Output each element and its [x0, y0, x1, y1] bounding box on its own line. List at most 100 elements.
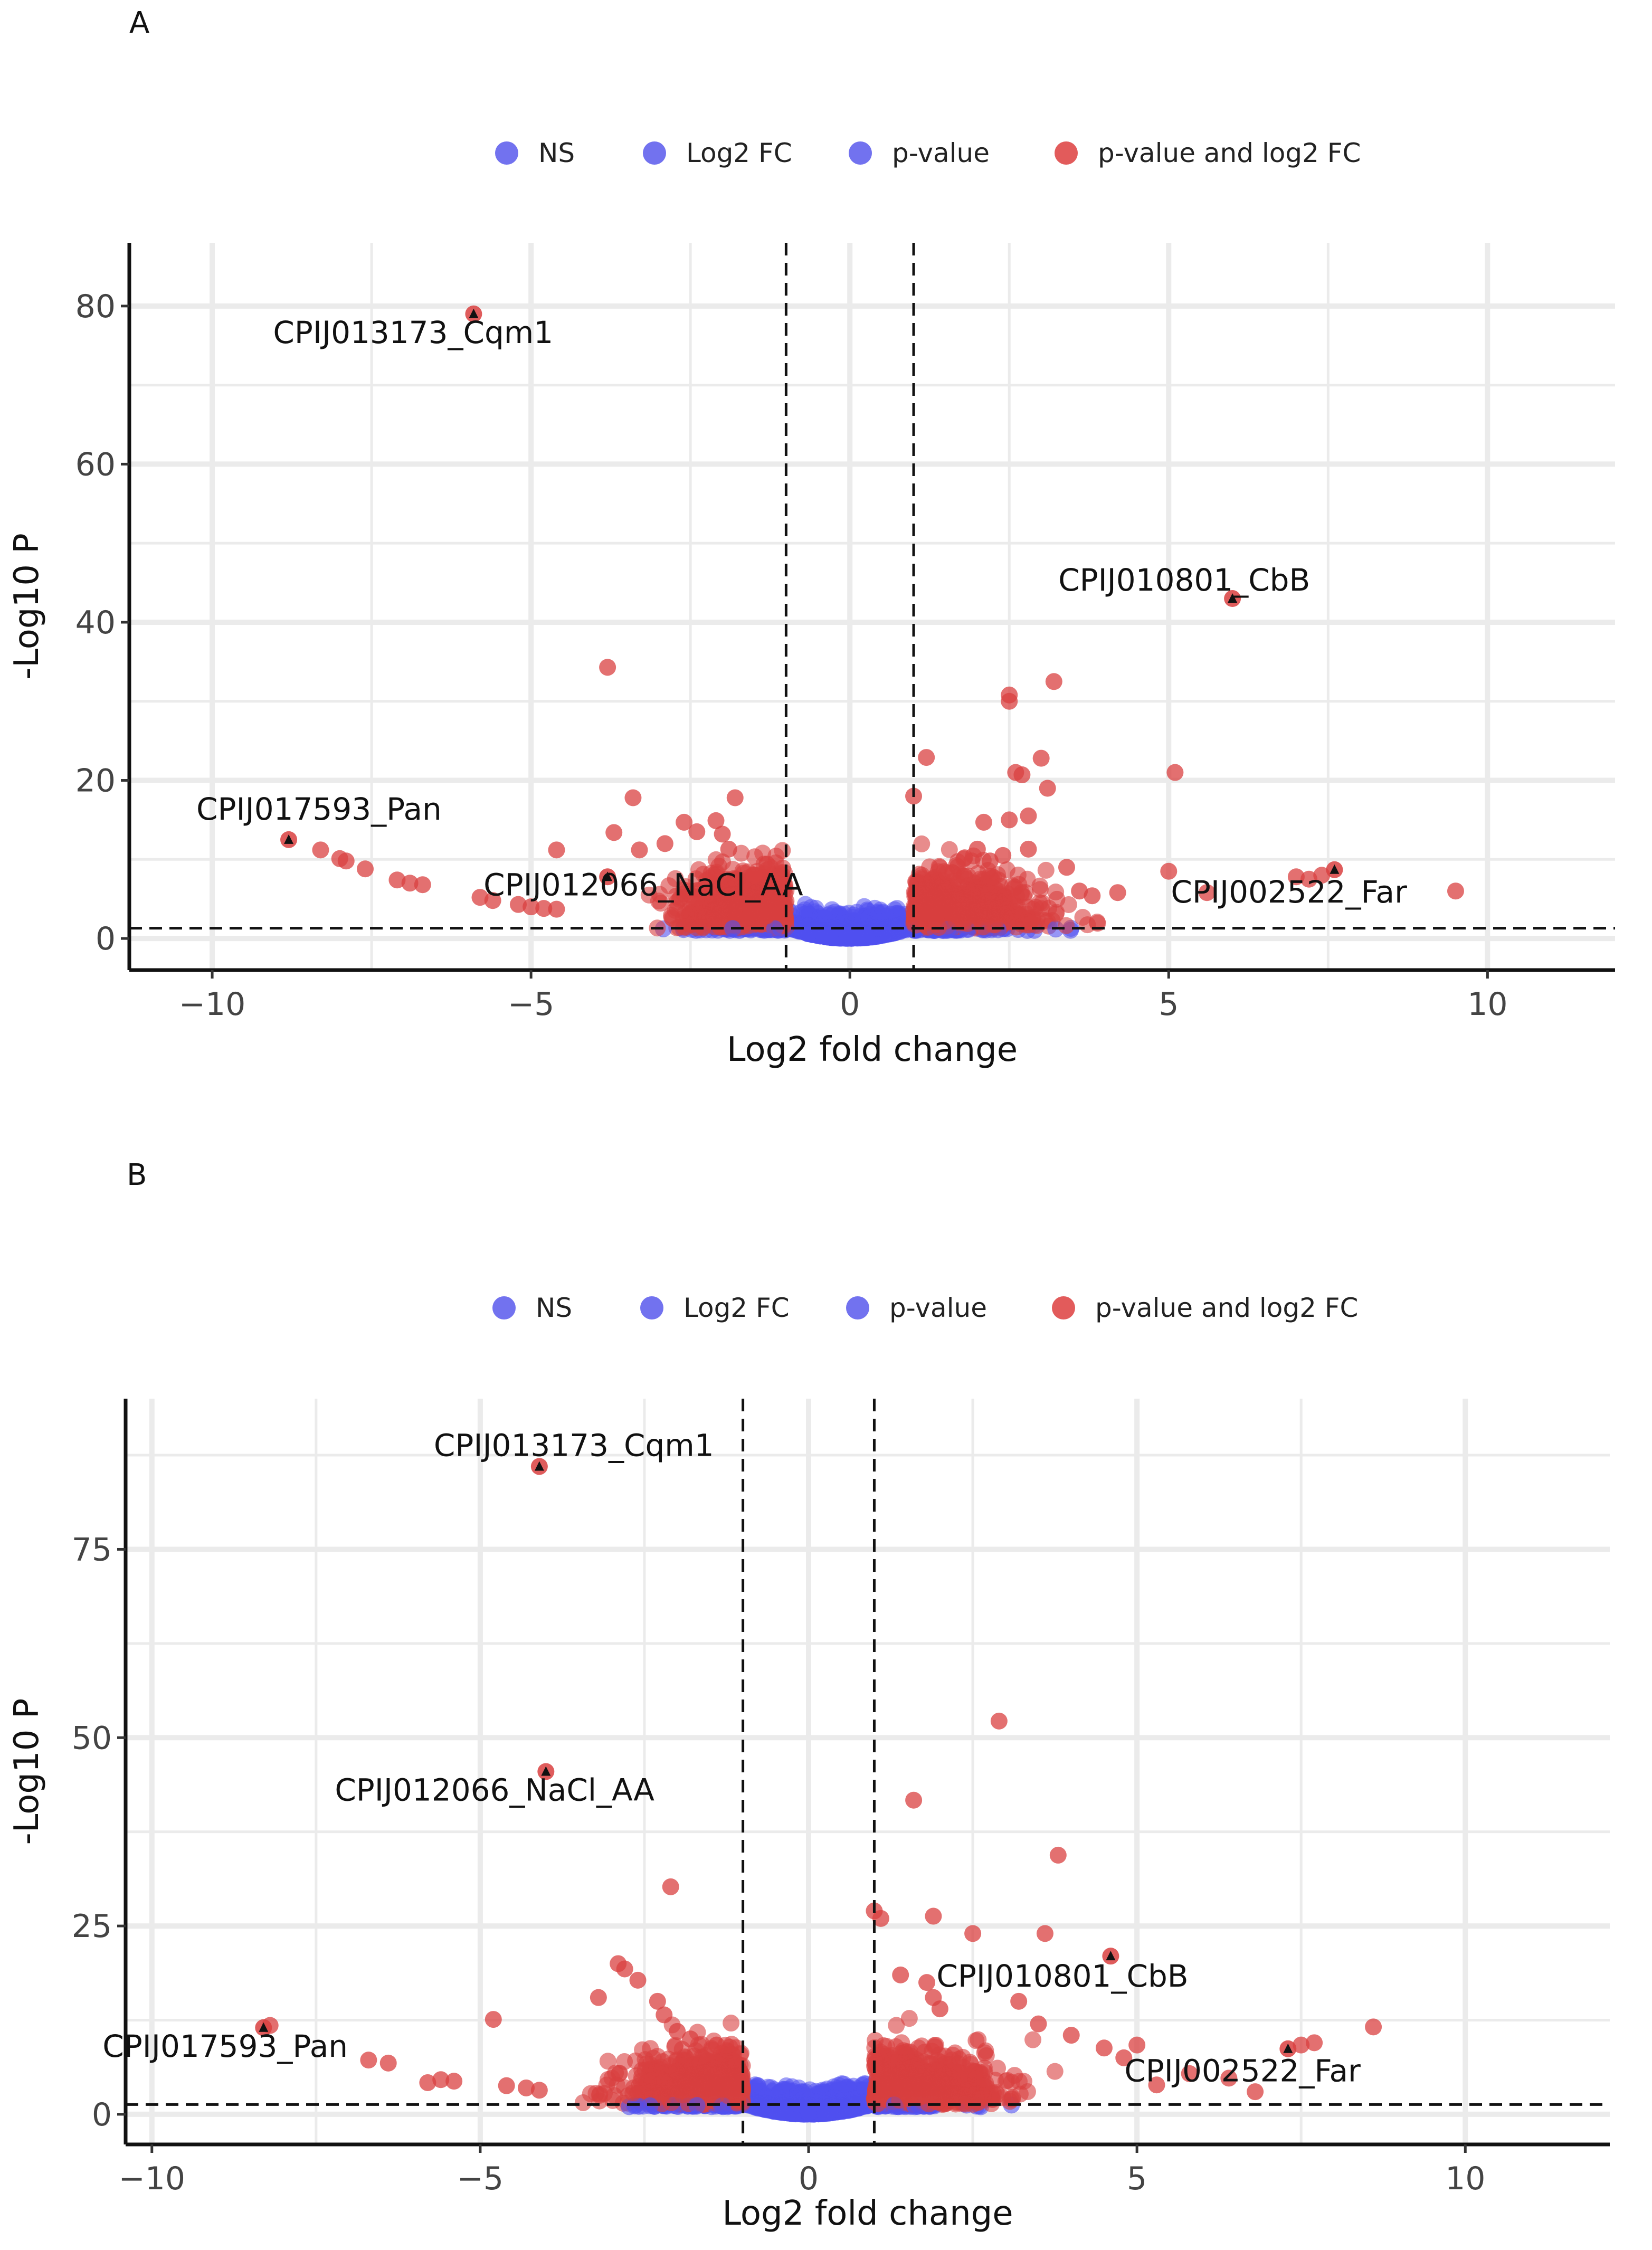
legend-label-0: NS — [538, 138, 575, 168]
sig-point — [941, 841, 958, 858]
sig-point — [738, 909, 756, 927]
sig-point — [651, 886, 668, 903]
legend: NS Log2 FC p-value p-value and log2 FC — [492, 1293, 1358, 1323]
gene-label-3: CPIJ012066_NaCl_AA — [483, 867, 803, 903]
ns-point — [801, 2081, 819, 2099]
gene-label-2: CPIJ017593_Pan — [196, 791, 442, 827]
sig-point — [983, 868, 1000, 885]
sig-point — [599, 659, 616, 676]
x-tick-label: −10 — [179, 986, 246, 1023]
legend-label-2: p-value — [889, 1293, 987, 1323]
panel-letter-b: B — [127, 1158, 147, 1192]
gridlines — [129, 243, 1615, 970]
legend-dot-1 — [640, 1296, 663, 1319]
legend-dot-3 — [1052, 1296, 1075, 1319]
legend-dot-0 — [492, 1296, 516, 1319]
sig-point — [955, 868, 973, 885]
sig-point — [918, 749, 935, 766]
gene-label-1: CPIJ010801_CbB — [1058, 562, 1310, 598]
sig-point — [688, 823, 706, 840]
sig-point — [720, 840, 737, 858]
legend-dot-2 — [846, 1296, 869, 1319]
sig-point — [1020, 807, 1037, 824]
legend-dot-0 — [495, 141, 518, 165]
sig-point — [675, 885, 692, 903]
ns-point — [798, 907, 815, 925]
sig-point — [994, 847, 1012, 864]
sig-point — [548, 841, 565, 859]
x-tick-label: 0 — [840, 986, 860, 1023]
sig-point — [1084, 887, 1101, 905]
sig-point — [1001, 686, 1018, 704]
sig-point — [949, 904, 966, 922]
sig-point — [775, 881, 793, 898]
y-axis-title: -Log10 P — [7, 533, 46, 680]
x-tick-label: −5 — [508, 986, 554, 1023]
volcano-plot-a: NS Log2 FC p-value p-value and log2 FCCPIJ0… — [7, 138, 1615, 1069]
sig-point — [1020, 840, 1037, 858]
x-axis-title: Log2 fold change — [727, 1030, 1018, 1069]
ns-point — [776, 2104, 793, 2122]
y-tick-label: 20 — [75, 763, 116, 800]
sig-point — [1074, 908, 1091, 926]
sig-point — [761, 890, 778, 908]
sig-point — [548, 900, 565, 918]
sig-point — [1037, 861, 1055, 879]
ns-point — [841, 2100, 859, 2118]
legend-dot-1 — [643, 141, 666, 165]
sig-point — [1039, 780, 1056, 797]
gene-labels: CPIJ013173_Cqm1 CPIJ010801_CbB CPIJ017593_… — [196, 305, 1407, 910]
sig-point — [969, 840, 986, 858]
sig-point — [631, 841, 648, 859]
sig-point — [1019, 898, 1037, 916]
sig-point — [1019, 870, 1036, 888]
sig-point — [1058, 859, 1075, 876]
sig-point — [1045, 673, 1062, 690]
sig-point — [913, 900, 931, 917]
legend-label-0: NS — [536, 1293, 572, 1323]
ns-point — [800, 2104, 818, 2121]
sig-point — [624, 789, 642, 806]
gene-label-0: CPIJ013173_Cqm1 — [273, 315, 553, 350]
legend-label-1: Log2 FC — [683, 1293, 790, 1323]
sig-point — [1109, 884, 1126, 901]
y-tick-label: 60 — [75, 446, 116, 483]
sig-point — [998, 861, 1015, 878]
sig-point — [681, 901, 699, 918]
sig-point — [656, 835, 673, 852]
sig-point — [975, 813, 992, 831]
sig-point — [1013, 766, 1031, 784]
gridlines — [126, 1399, 1610, 2144]
sig-point — [605, 824, 623, 841]
sig-point — [776, 898, 793, 915]
sig-point — [913, 835, 931, 852]
legend-label-2: p-value — [892, 138, 990, 168]
sig-point — [414, 876, 431, 894]
y-tick-label: 40 — [75, 604, 116, 641]
sig-point — [1032, 749, 1050, 767]
legend-label-3: p-value and log2 FC — [1098, 138, 1361, 168]
sig-point — [1166, 764, 1184, 781]
sig-point — [961, 886, 978, 903]
y-tick-label: 80 — [75, 288, 116, 325]
volcano-plot-b: NS Log2 FC p-value p-value and log2 FCCPIJ0… — [7, 1293, 1610, 2233]
panel-letter-a: A — [129, 6, 149, 40]
legend-dot-2 — [849, 141, 872, 165]
sig-point — [312, 841, 329, 859]
ns-point — [751, 2097, 768, 2115]
legend-label-3: p-value and log2 FC — [1095, 1293, 1358, 1323]
ns-point — [858, 928, 876, 945]
legend: NS Log2 FC p-value p-value and log2 FC — [495, 138, 1361, 168]
x-tick-label: 5 — [1159, 986, 1179, 1023]
legend-dot-3 — [1055, 141, 1078, 165]
ns-point — [838, 925, 855, 943]
sig-point — [337, 852, 355, 870]
sig-point — [1047, 884, 1065, 901]
sig-point — [1058, 917, 1075, 934]
sig-point — [975, 906, 992, 923]
sig-point — [357, 860, 374, 878]
sig-point — [1001, 811, 1018, 829]
sig-point — [758, 907, 775, 925]
